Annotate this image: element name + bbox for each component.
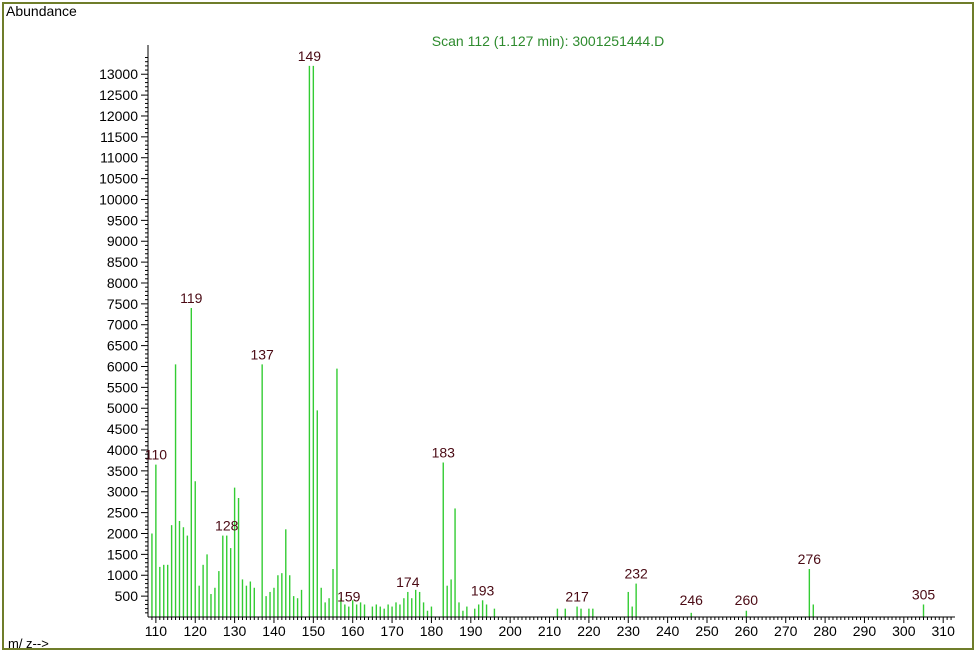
y-tick-label: 9500 [107,212,138,228]
y-tick-label: 500 [115,588,139,604]
x-tick-label: 210 [538,623,562,639]
y-ticks: 500 1000 1500 2000 2500 3000 3500 4000 4500 5000 5… [99,57,148,614]
y-tick-label: 12000 [99,108,138,124]
x-axis-label: m/ z--> [8,636,49,651]
y-tick-label: 2000 [107,525,138,541]
y-tick-label: 13000 [99,66,138,82]
peak-label: 137 [250,346,274,362]
x-tick-label: 180 [420,623,444,639]
peak-label: 159 [337,589,361,605]
chart-frame [2,2,974,650]
x-tick-label: 110 [145,623,168,639]
x-tick-label: 270 [774,623,798,639]
y-tick-label: 7500 [107,296,138,312]
y-tick-label: 2500 [107,505,138,521]
x-tick-label: 120 [184,623,208,639]
x-ticks: 110 120 130 140 150 160 170 180 190 200 210 220 230 2… [145,617,955,639]
peak-label: 305 [912,586,936,602]
peak-label: 217 [565,589,589,605]
x-tick-label: 260 [735,623,759,639]
x-tick-label: 280 [813,623,837,639]
y-tick-label: 8500 [107,254,138,270]
y-axis-label: Abundance [6,3,77,19]
peak-label: 174 [396,574,420,590]
peak-label: 110 [145,447,168,463]
x-tick-label: 250 [695,623,719,639]
y-tick-label: 3500 [107,463,138,479]
chart-title: Scan 112 (1.127 min): 3001251444.D [432,33,664,49]
y-tick-label: 11500 [100,129,138,145]
x-tick-label: 220 [577,623,601,639]
peak-label: 260 [735,592,759,608]
x-tick-label: 230 [617,623,641,639]
x-tick-label: 300 [892,623,916,639]
peak-label: 119 [180,290,203,306]
peak-label: 128 [215,518,239,534]
peak-label: 183 [432,445,456,461]
x-tick-label: 150 [302,623,326,639]
y-tick-label: 4000 [107,442,138,458]
y-tick-label: 12500 [99,87,138,103]
axes [147,45,955,618]
y-tick-label: 9000 [107,233,138,249]
y-tick-label: 5000 [107,400,138,416]
y-tick-label: 6500 [107,338,138,354]
x-tick-label: 200 [498,623,522,639]
x-tick-label: 310 [932,623,956,639]
y-tick-label: 7000 [107,317,138,333]
x-tick-label: 170 [380,623,404,639]
x-tick-label: 290 [853,623,877,639]
x-tick-label: 240 [656,623,680,639]
y-tick-label: 5500 [107,379,138,395]
peak-label: 193 [471,582,495,598]
y-tick-label: 8000 [107,275,138,291]
y-tick-label: 10000 [99,191,138,207]
y-tick-label: 1500 [107,546,138,562]
y-tick-label: 4500 [107,421,138,437]
y-tick-label: 6000 [107,358,138,374]
peak-label: 276 [798,551,822,567]
spectrum-bars [151,65,925,617]
x-tick-label: 160 [341,623,365,639]
y-tick-label: 11000 [100,150,138,166]
y-tick-label: 1000 [107,567,138,583]
peak-label: 232 [624,566,648,582]
peak-label: 149 [298,48,322,64]
y-tick-label: 10500 [99,171,138,187]
x-tick-label: 140 [262,623,286,639]
x-tick-label: 190 [459,623,483,639]
y-tick-label: 3000 [107,484,138,500]
peak-labels: 110 119 128 137 149 159 174 183 193 217 232 246 260 2… [145,48,936,608]
peak-label: 246 [680,592,704,608]
x-tick-label: 130 [223,623,247,639]
